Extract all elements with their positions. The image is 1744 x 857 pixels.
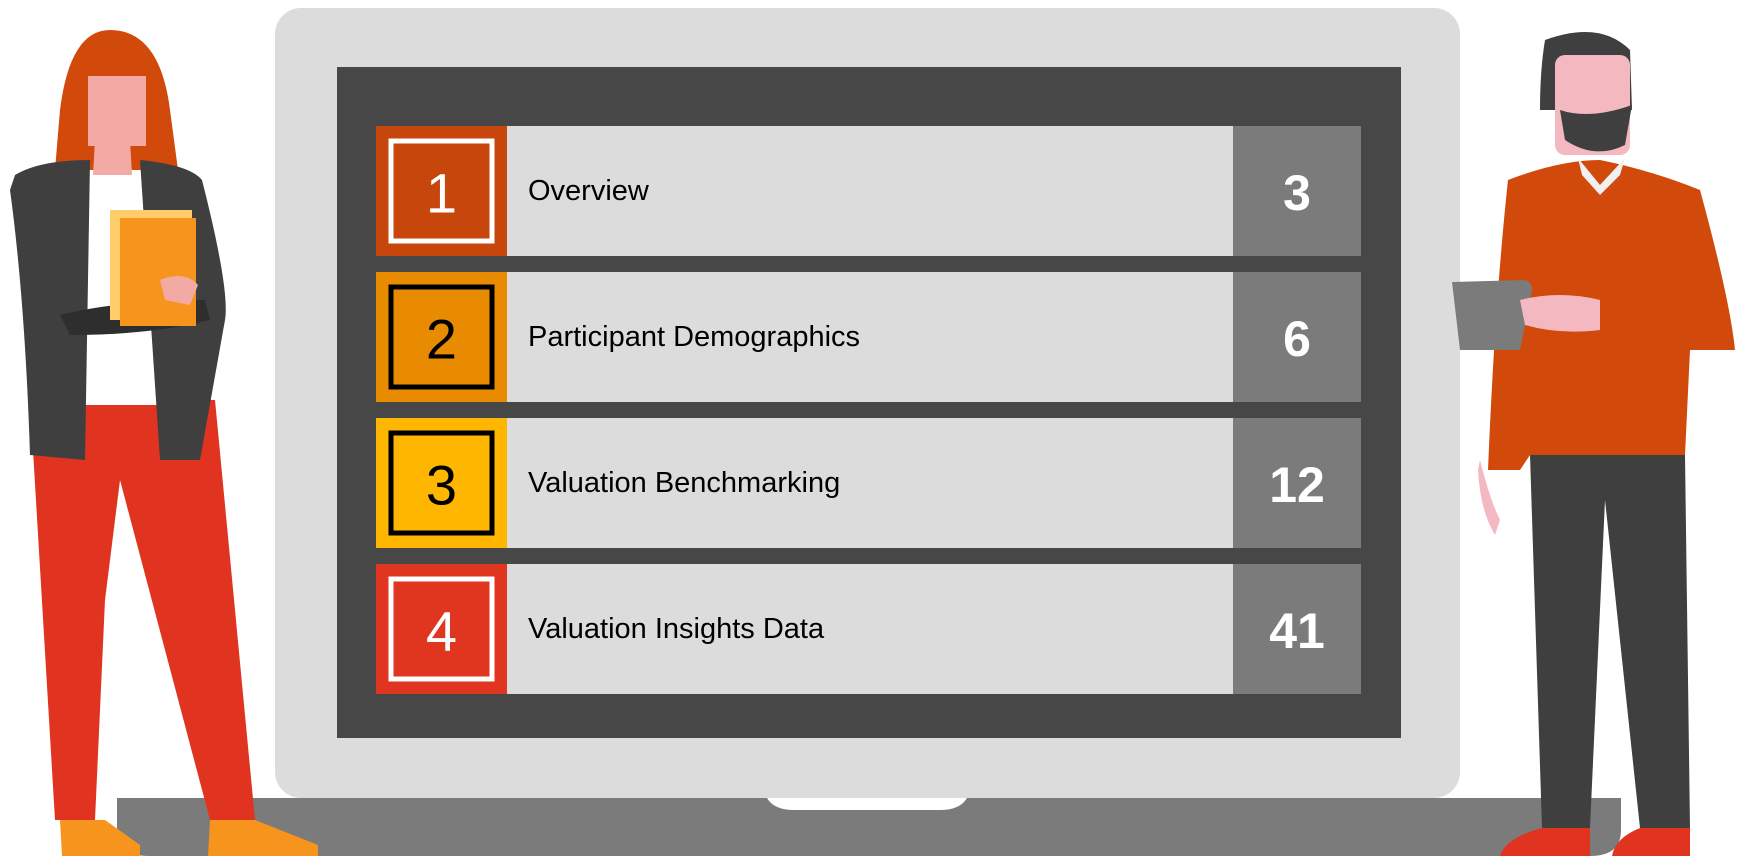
contents-row: 2 Participant Demographics 6 [376,272,1361,402]
contents-row: 3 Valuation Benchmarking 12 [376,418,1361,548]
section-title: Valuation Insights Data [528,613,825,645]
page-number: 3 [1283,165,1311,221]
row-background [376,126,1361,256]
section-title: Overview [528,175,650,207]
section-title: Valuation Benchmarking [528,467,840,499]
page-number: 41 [1269,603,1325,659]
row-background [376,418,1361,548]
woman-illustration [10,30,318,856]
row-background [376,564,1361,694]
section-number: 2 [426,308,457,371]
row-background [376,272,1361,402]
page-number: 12 [1269,457,1325,513]
contents-row: 1 Overview 3 [376,126,1361,256]
page-number: 6 [1283,311,1311,367]
section-number: 3 [426,454,457,517]
section-number: 1 [426,162,457,225]
section-number: 4 [426,600,457,663]
laptop-notch [767,798,967,810]
section-title: Participant Demographics [528,321,860,353]
man-illustration [1452,32,1735,856]
scene: 1 Overview 3 2 Participant Demographics 6 3 Val… [0,0,1744,857]
contents-row: 4 Valuation Insights Data 41 [376,564,1361,694]
